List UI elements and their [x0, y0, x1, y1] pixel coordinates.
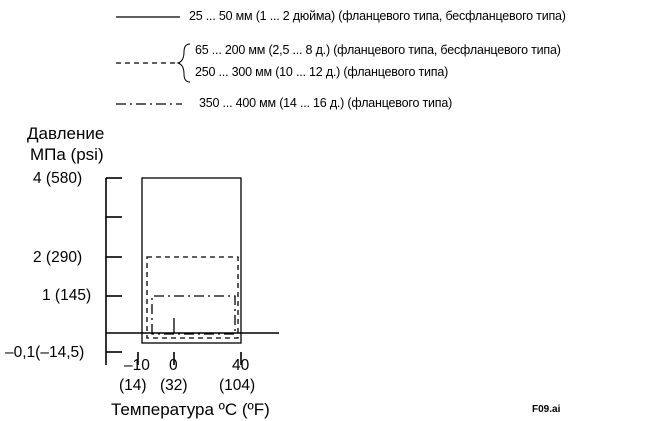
x-tick-label-f-32: (32)	[160, 377, 188, 394]
envelope-25-50mm	[141, 177, 242, 344]
y-axis-title-line1: Давление	[27, 124, 105, 143]
envelope-65-300mm	[146, 256, 239, 339]
y-tick-label-1: 1 (145)	[42, 287, 92, 304]
x-tick-label-c-minus10: –10	[124, 357, 150, 374]
y-axis-title-line2: МПа (psi)	[30, 145, 104, 164]
envelope-350-400mm	[151, 295, 236, 335]
file-id-label: F09.ai	[532, 404, 561, 415]
legend-label-65-200mm: 65 ... 200 мм (2,5 ... 8 д.) (фланцевого…	[195, 43, 561, 57]
y-tick-label-neg: –0,1(–14,5)	[5, 344, 85, 361]
x-tick-label-c-0: 0	[169, 357, 178, 374]
x-tick-label-c-40: 40	[232, 357, 250, 374]
x-axis-title: Температура ºC (ºF)	[111, 400, 270, 419]
y-tick-label-4: 4 (580)	[33, 170, 83, 187]
legend-label-250-300mm: 250 ... 300 мм (10 ... 12 д.) (фланцевог…	[195, 65, 449, 79]
legend-label-350-400mm: 350 ... 400 мм (14 ... 16 д.) (фланцевог…	[199, 96, 453, 110]
x-tick-label-f-104: (104)	[219, 377, 256, 394]
x-tick-label-f-14: (14)	[119, 377, 147, 394]
y-tick-label-2: 2 (290)	[33, 249, 83, 266]
legend-label-25-50mm: 25 ... 50 мм (1 ... 2 дюйма) (фланцевого…	[189, 9, 566, 23]
legend-brace	[176, 43, 191, 83]
